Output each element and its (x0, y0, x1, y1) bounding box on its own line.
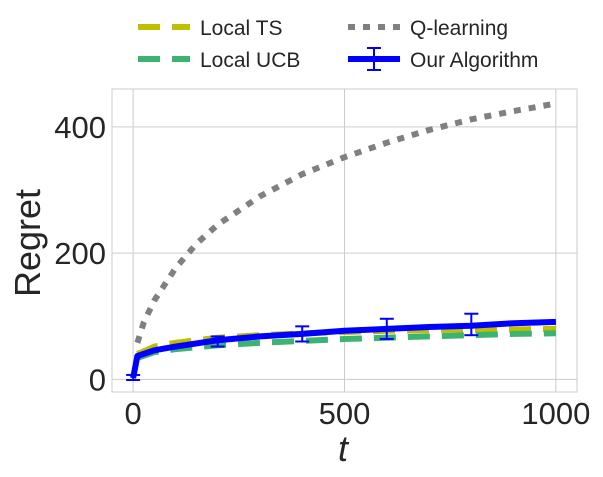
y-tick-label: 400 (54, 110, 106, 145)
legend-label: Our Algorithm (410, 49, 538, 72)
legend: Local TS Q-learning Local UCB Our Algorithm (138, 17, 538, 72)
y-axis-label: Regret (7, 189, 48, 297)
tick-labels: 0 500 1000 0 200 400 (54, 110, 590, 431)
y-tick-label: 0 (89, 362, 106, 397)
legend-label: Q-learning (410, 17, 508, 40)
x-tick-label: 1000 (521, 396, 590, 431)
y-tick-label: 200 (54, 236, 106, 271)
x-axis-label: t (338, 428, 350, 469)
error-bars (126, 312, 479, 382)
legend-label: Local TS (200, 17, 283, 40)
x-tick-label: 500 (319, 396, 371, 431)
legend-label: Local UCB (200, 49, 300, 72)
x-tick-label: 0 (125, 396, 142, 431)
